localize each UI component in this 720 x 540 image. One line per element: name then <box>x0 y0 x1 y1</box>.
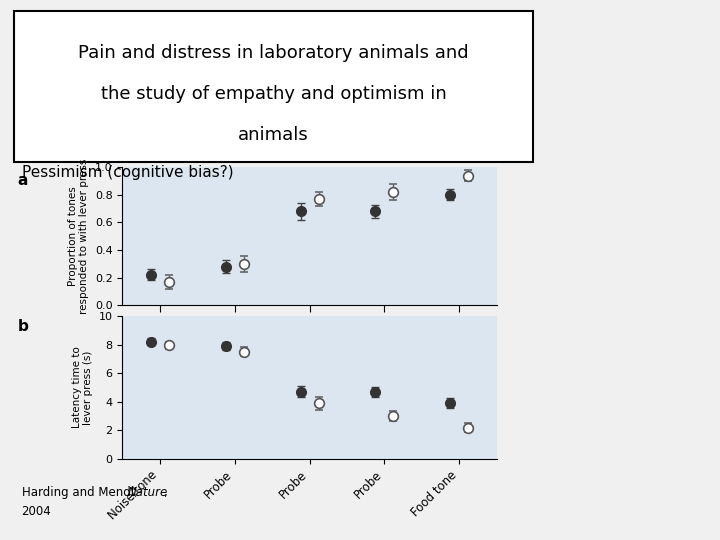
FancyBboxPatch shape <box>14 11 533 162</box>
Text: a: a <box>17 173 28 188</box>
Text: b: b <box>17 319 29 334</box>
Text: Harding and Mendl,: Harding and Mendl, <box>22 486 141 499</box>
Text: ,: , <box>163 486 166 499</box>
Text: Nature: Nature <box>128 486 168 499</box>
Text: 2004: 2004 <box>22 505 51 518</box>
Text: Pessimism (cognitive bias?): Pessimism (cognitive bias?) <box>22 165 233 180</box>
Text: animals: animals <box>238 126 309 144</box>
Y-axis label: Latency time to
lever press (s): Latency time to lever press (s) <box>71 347 93 428</box>
Text: Pain and distress in laboratory animals and: Pain and distress in laboratory animals … <box>78 44 469 62</box>
Y-axis label: Proportion of tones
responded to with lever press: Proportion of tones responded to with le… <box>68 159 89 314</box>
Text: the study of empathy and optimism in: the study of empathy and optimism in <box>101 85 446 103</box>
